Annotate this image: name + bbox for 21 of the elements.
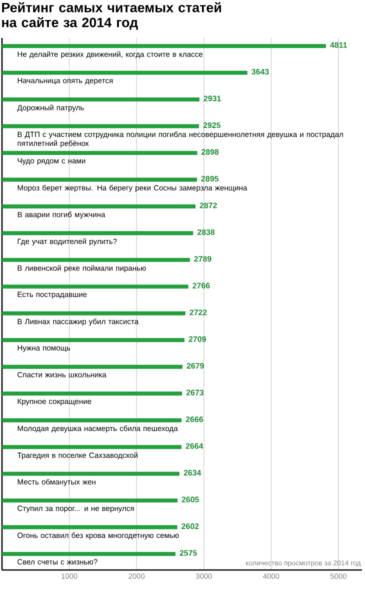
bar bbox=[2, 178, 197, 182]
bar bbox=[2, 124, 199, 128]
bar bbox=[2, 498, 178, 502]
bar bbox=[2, 258, 190, 262]
bar bbox=[2, 311, 186, 316]
bar bbox=[2, 364, 182, 369]
bar bbox=[2, 151, 198, 155]
bar bbox=[2, 284, 188, 289]
chart-title: Рейтинг самых читаемых статей на сайте за 2014 год bbox=[2, 2, 221, 30]
bar bbox=[2, 552, 176, 556]
bar bbox=[2, 98, 200, 102]
bar bbox=[2, 525, 178, 530]
bar bbox=[2, 472, 180, 476]
bar bbox=[2, 70, 248, 75]
bar bbox=[2, 338, 184, 342]
bar bbox=[2, 231, 194, 236]
bar bbox=[2, 418, 182, 422]
bar bbox=[2, 44, 326, 48]
bar bbox=[2, 392, 182, 396]
bar bbox=[2, 204, 196, 208]
bar bbox=[2, 445, 182, 449]
